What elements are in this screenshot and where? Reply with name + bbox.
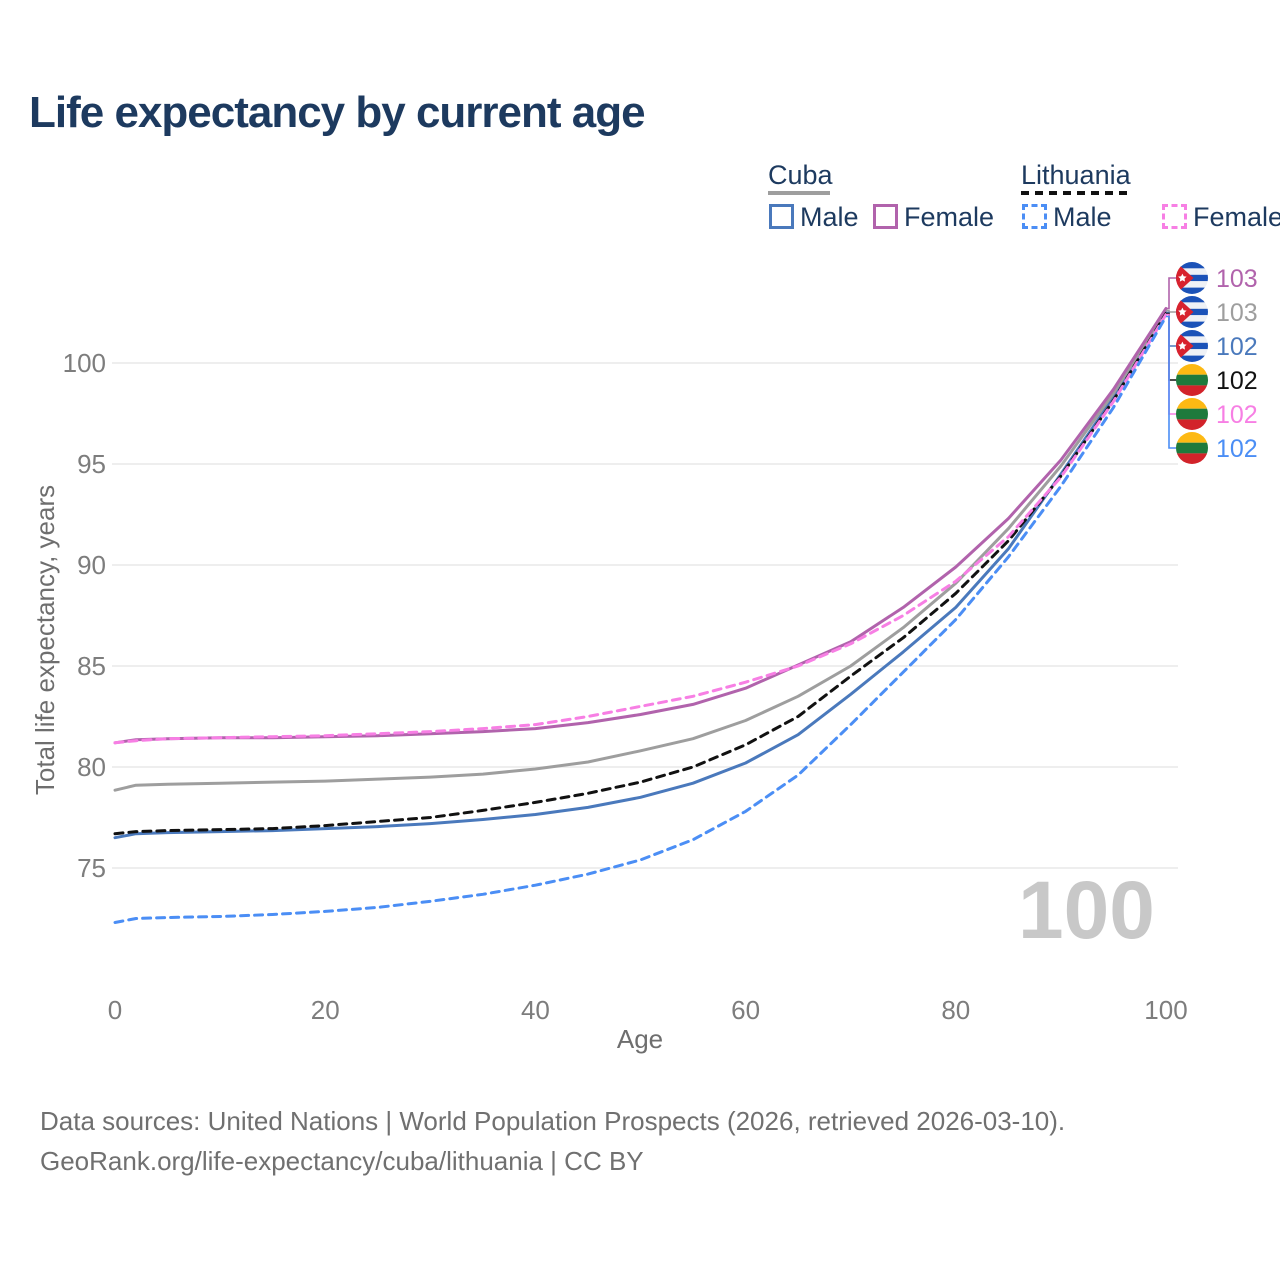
lithuania-flag-icon [1176,398,1208,430]
gridlines [112,362,1178,869]
cuba-flag-icon [1176,296,1208,328]
end-label-leader-line [1166,315,1176,449]
end-label-value: 102 [1216,333,1258,361]
x-tick-label: 100 [1144,995,1187,1025]
cuba-male-swatch-icon [769,204,794,229]
age-watermark: 100 [1018,865,1155,956]
lithuania-flag-icon [1176,364,1208,396]
legend-item-label: Female [1193,202,1280,232]
series-line-cuba[interactable] [113,309,1168,792]
cuba-solid-line-sample [768,191,830,195]
legend-item-label: Male [1053,202,1112,232]
end-label-value: 102 [1216,367,1258,395]
x-tick-label: 20 [311,995,340,1025]
legend-item-cuba-male[interactable]: Male [769,202,859,232]
series-line-lithuania[interactable] [113,312,1168,836]
cuba-female-swatch-icon [873,204,898,229]
x-axis-title: Age [617,1024,663,1054]
series-line-lithuania-male[interactable] [113,315,1168,924]
y-tick-label: 80 [77,752,106,782]
y-tick-label: 90 [77,550,106,580]
lithuania-dashed-line-sample [1021,191,1128,195]
end-label-value: 103 [1216,299,1258,327]
legend-item-lithuania-female[interactable]: Female [1162,202,1280,232]
cuba-flag-icon [1176,330,1208,362]
x-tick-label: 0 [108,995,122,1025]
legend-item-label: Male [800,202,859,232]
legend-group-title-lithuania: Lithuania [1021,160,1131,190]
cuba-flag-icon [1176,262,1208,294]
x-tick-label: 60 [731,995,760,1025]
legend-item-cuba-female[interactable]: Female [873,202,995,232]
legend-item-label: Female [904,202,995,232]
y-tick-label: 100 [63,348,106,378]
attribution-note: GeoRank.org/life-expectancy/cuba/lithuan… [40,1146,644,1176]
y-axis-tick-labels: 75 80 85 90 95 100 [63,348,106,883]
legend-item-lithuania-male[interactable]: Male [1022,202,1112,232]
y-axis-title: Total life expectancy, years [30,485,60,795]
end-label-leader-line [1166,309,1176,313]
legend-group-title-cuba: Cuba [768,160,833,190]
lithuania-male-swatch-icon [1022,204,1047,229]
end-label-value: 102 [1216,435,1258,463]
end-label-leader-line [1166,311,1176,347]
series-line-lithuania-female[interactable] [113,313,1168,745]
x-tick-label: 80 [941,995,970,1025]
y-tick-label: 95 [77,449,106,479]
lithuania-flag-icon [1176,432,1208,464]
y-tick-label: 85 [77,651,106,681]
series-end-labels: 103 103 102 102 102 102 [1166,262,1258,464]
series-line-cuba-male[interactable] [113,311,1168,840]
x-tick-label: 40 [521,995,550,1025]
series-lines [113,307,1168,924]
x-axis-tick-labels: 0 20 40 60 80 100 [108,995,1188,1025]
end-label-leader-line [1166,313,1176,415]
y-tick-label: 75 [77,853,106,883]
end-label-value: 103 [1216,265,1258,293]
data-source-note: Data sources: United Nations | World Pop… [40,1106,1066,1136]
series-line-cuba-female[interactable] [113,307,1168,745]
end-label-value: 102 [1216,401,1258,429]
page-title: Life expectancy by current age [29,88,646,137]
end-label-leader-line [1166,277,1176,310]
lithuania-female-swatch-icon [1162,204,1187,229]
